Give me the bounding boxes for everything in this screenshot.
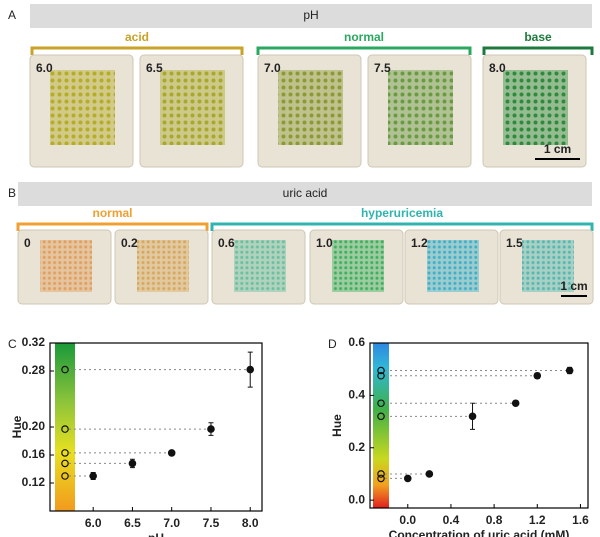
sample-label: 0 (24, 236, 31, 250)
sensor-patch (160, 70, 225, 145)
data-point (207, 425, 215, 433)
title-bar (18, 182, 592, 206)
bracket (210, 222, 594, 231)
panel-label: C (8, 337, 17, 351)
x-tick-label: 6.0 (85, 516, 102, 530)
data-point (403, 474, 412, 483)
group-label: base (524, 30, 552, 44)
x-tick-label: 0.8 (486, 513, 503, 527)
bracket (256, 46, 472, 55)
sensor-patch (40, 240, 92, 292)
bracket (482, 46, 594, 55)
sample-label: 1.2 (411, 236, 428, 250)
reference-marker (377, 366, 385, 375)
data-point (89, 472, 97, 480)
y-axis-label: Hue (330, 414, 344, 437)
panel-label: A (8, 8, 16, 22)
color-scale (373, 343, 389, 508)
sensor-patch (427, 240, 479, 292)
sensor-patch (278, 70, 343, 145)
sample-label: 1.5 (506, 236, 523, 250)
x-tick-label: 6.5 (124, 516, 141, 530)
sensor-patch (522, 240, 574, 292)
data-point (425, 470, 434, 478)
color-scale (55, 343, 75, 511)
sensor-patch (234, 240, 286, 292)
y-tick-label: 0.32 (22, 335, 46, 349)
y-tick-label: 0.28 (22, 363, 46, 377)
reference-marker (377, 470, 385, 478)
sample-label: 7.0 (264, 61, 281, 75)
scale-bar-label: 1 cm (560, 279, 587, 293)
x-axis-label: Concentration of uric acid (mM) (389, 528, 570, 537)
y-tick-label: 0.0 (348, 492, 365, 506)
plot-frame (49, 342, 263, 512)
data-point (128, 459, 137, 468)
sensor-patch (332, 240, 384, 292)
x-tick-label: 8.0 (242, 516, 259, 530)
group-label: normal (344, 30, 384, 44)
x-tick-label: 1.6 (572, 513, 589, 527)
sample-label: 6.5 (146, 61, 163, 75)
scale-bar-label: 1 cm (544, 142, 571, 156)
data-point (167, 449, 176, 457)
reference-marker (377, 474, 385, 483)
panel-title: uric acid (283, 186, 328, 200)
reference-marker (61, 472, 69, 480)
sample-label: 1.0 (316, 236, 333, 250)
bracket (16, 222, 209, 231)
sample-label: 8.0 (489, 61, 506, 75)
data-point (533, 371, 542, 380)
panel-label: D (328, 337, 337, 351)
reference-marker (61, 425, 69, 433)
sensor-patch (137, 240, 189, 292)
x-tick-label: 7.5 (203, 516, 220, 530)
sample-label: 0.2 (121, 236, 138, 250)
sensor-patch (503, 70, 568, 145)
bracket (30, 46, 244, 55)
title-bar (30, 4, 592, 28)
y-tick-label: 0.2 (348, 440, 365, 454)
reference-marker (61, 449, 69, 457)
reference-marker (377, 399, 385, 408)
group-label: normal (92, 206, 132, 220)
plot-frame (369, 342, 589, 509)
x-tick-label: 7.0 (163, 516, 180, 530)
y-tick-label: 0.6 (348, 335, 365, 349)
y-tick-label: 0.4 (348, 388, 365, 402)
reference-marker (377, 371, 385, 380)
sample-label: 7.5 (374, 61, 391, 75)
group-label: acid (125, 30, 149, 44)
reference-marker (61, 365, 69, 374)
sensor-patch (388, 70, 453, 145)
y-tick-label: 0.16 (22, 447, 46, 461)
group-label: hyperuricemia (361, 206, 443, 220)
sensor-patch (50, 70, 115, 145)
x-tick-label: 0.4 (443, 513, 460, 527)
data-point (468, 412, 477, 421)
data-point (565, 366, 574, 375)
y-tick-label: 0.12 (22, 475, 46, 489)
panel-label: B (8, 186, 16, 200)
x-tick-label: 1.2 (529, 513, 546, 527)
data-point (511, 399, 520, 408)
reference-marker (61, 459, 69, 468)
y-tick-label: 0.20 (22, 419, 46, 433)
y-axis-label: Hue (10, 415, 24, 438)
panel-title: pH (303, 8, 318, 22)
reference-marker (377, 412, 385, 421)
sample-label: 0.6 (218, 236, 235, 250)
data-point (246, 365, 255, 374)
sample-label: 6.0 (36, 61, 53, 75)
x-tick-label: 0.0 (399, 513, 416, 527)
x-axis-label: pH (148, 531, 164, 537)
